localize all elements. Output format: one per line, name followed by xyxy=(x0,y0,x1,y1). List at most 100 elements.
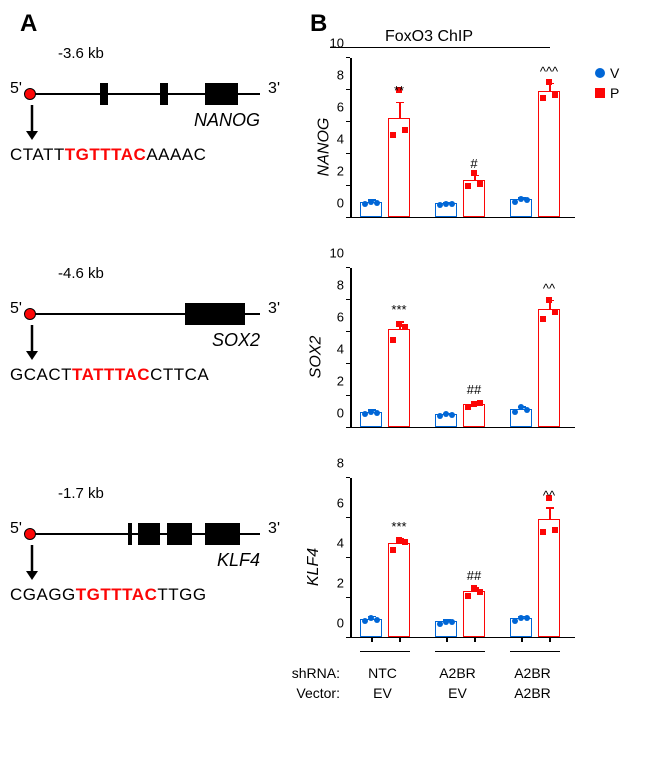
shrna-value: A2BR xyxy=(495,665,570,681)
y-tick-label: 8 xyxy=(322,456,344,471)
sequence: CTATTTGTTTACAAAAC xyxy=(10,145,206,165)
five-prime-label: 5' xyxy=(10,80,22,98)
data-point xyxy=(540,95,546,101)
shrna-row: shRNA:NTCA2BRA2BR xyxy=(280,665,570,681)
exon xyxy=(160,83,168,105)
data-point xyxy=(390,132,396,138)
y-tick-label: 2 xyxy=(322,374,344,389)
legend-marker-icon xyxy=(595,88,605,98)
data-point xyxy=(374,200,380,206)
chip-title: FoxO3 ChIP xyxy=(385,28,473,46)
binding-site-marker xyxy=(24,308,36,320)
data-point xyxy=(402,539,408,545)
bar xyxy=(538,519,560,637)
y-tick-label: 0 xyxy=(322,196,344,211)
binding-site-marker xyxy=(24,88,36,100)
panel-b-label: B xyxy=(310,10,327,38)
y-tick-label: 10 xyxy=(322,36,344,51)
data-point xyxy=(402,127,408,133)
data-point xyxy=(374,617,380,623)
error-bar xyxy=(549,508,551,520)
shrna-key-label: shRNA: xyxy=(280,665,340,681)
significance-marker: ^^^ xyxy=(540,64,558,79)
error-bar xyxy=(399,103,401,119)
y-axis-label: KLF4 xyxy=(305,548,323,586)
data-point xyxy=(552,92,558,98)
data-point xyxy=(449,412,455,418)
arrow-down-icon xyxy=(24,545,40,580)
data-point xyxy=(512,199,518,205)
data-point xyxy=(524,407,530,413)
group-bracket-line xyxy=(510,651,560,653)
y-tick-label: 6 xyxy=(322,310,344,325)
gene-diagram-sox2: -4.6 kb5'3'SOX2GCACTTATTTACCTTCA xyxy=(10,265,270,465)
three-prime-label: 3' xyxy=(268,80,280,98)
y-tick-label: 6 xyxy=(322,496,344,511)
data-point xyxy=(477,589,483,595)
gene-schematic xyxy=(30,83,260,105)
bar xyxy=(538,309,560,427)
chip-title-underline xyxy=(330,47,550,48)
y-tick-label: 4 xyxy=(322,342,344,357)
y-tick-label: 8 xyxy=(322,68,344,83)
three-prime-label: 3' xyxy=(268,300,280,318)
data-point xyxy=(471,170,477,176)
legend-item-p: P xyxy=(595,85,619,101)
data-point xyxy=(524,197,530,203)
vector-value: EV xyxy=(345,685,420,701)
gene-name: SOX2 xyxy=(212,330,260,351)
shrna-value: NTC xyxy=(345,665,420,681)
gene-diagram-klf4: -1.7 kb5'3'KLF4CGAGGTGTTTACTTGG xyxy=(10,485,270,685)
y-tick-label: 8 xyxy=(322,278,344,293)
kb-position-label: -4.6 kb xyxy=(58,265,104,282)
data-point xyxy=(540,316,546,322)
gene-schematic xyxy=(30,303,260,325)
y-tick-label: 0 xyxy=(322,616,344,631)
data-point xyxy=(390,547,396,553)
data-point xyxy=(524,615,530,621)
bar-chart-nanog: NANOG0246810**#^^^ xyxy=(330,58,590,243)
panel-a-label: A xyxy=(20,10,37,38)
data-point xyxy=(546,79,552,85)
data-point xyxy=(449,201,455,207)
y-tick-label: 6 xyxy=(322,100,344,115)
significance-marker: ## xyxy=(467,382,481,397)
data-point xyxy=(477,181,483,187)
exon xyxy=(205,83,238,105)
data-point xyxy=(552,527,558,533)
significance-marker: ^^ xyxy=(543,281,555,296)
sequence: CGAGGTGTTTACTTGG xyxy=(10,585,207,605)
data-point xyxy=(512,409,518,415)
kb-position-label: -3.6 kb xyxy=(58,45,104,62)
sequence: GCACTTATTTACCTTCA xyxy=(10,365,209,385)
data-point xyxy=(552,309,558,315)
group-bracket-line xyxy=(360,651,410,653)
gene-diagram-nanog: -3.6 kb5'3'NANOGCTATTTGTTTACAAAAC xyxy=(10,45,270,245)
significance-marker: ** xyxy=(394,83,404,98)
gene-name: KLF4 xyxy=(217,550,260,571)
error-bar xyxy=(474,176,476,182)
gene-schematic xyxy=(30,523,260,545)
legend-label: V xyxy=(610,65,619,81)
data-point xyxy=(402,324,408,330)
arrow-down-icon xyxy=(24,325,40,360)
data-point xyxy=(449,619,455,625)
data-point xyxy=(362,618,368,624)
exon xyxy=(205,523,240,545)
significance-marker: *** xyxy=(391,519,406,534)
significance-marker: ^^ xyxy=(543,488,555,503)
bar-chart-sox2: SOX20246810***##^^ xyxy=(330,268,590,453)
vector-row: Vector:EVEVA2BR xyxy=(280,685,570,701)
legend-item-v: V xyxy=(595,65,619,81)
exon xyxy=(185,303,245,325)
exon xyxy=(100,83,108,105)
shrna-value: A2BR xyxy=(420,665,495,681)
data-point xyxy=(465,183,471,189)
exon xyxy=(128,523,132,545)
three-prime-label: 3' xyxy=(268,520,280,538)
data-point xyxy=(546,297,552,303)
binding-site-marker xyxy=(24,528,36,540)
legend-label: P xyxy=(610,85,619,101)
exon xyxy=(138,523,160,545)
vector-key-label: Vector: xyxy=(280,685,340,701)
